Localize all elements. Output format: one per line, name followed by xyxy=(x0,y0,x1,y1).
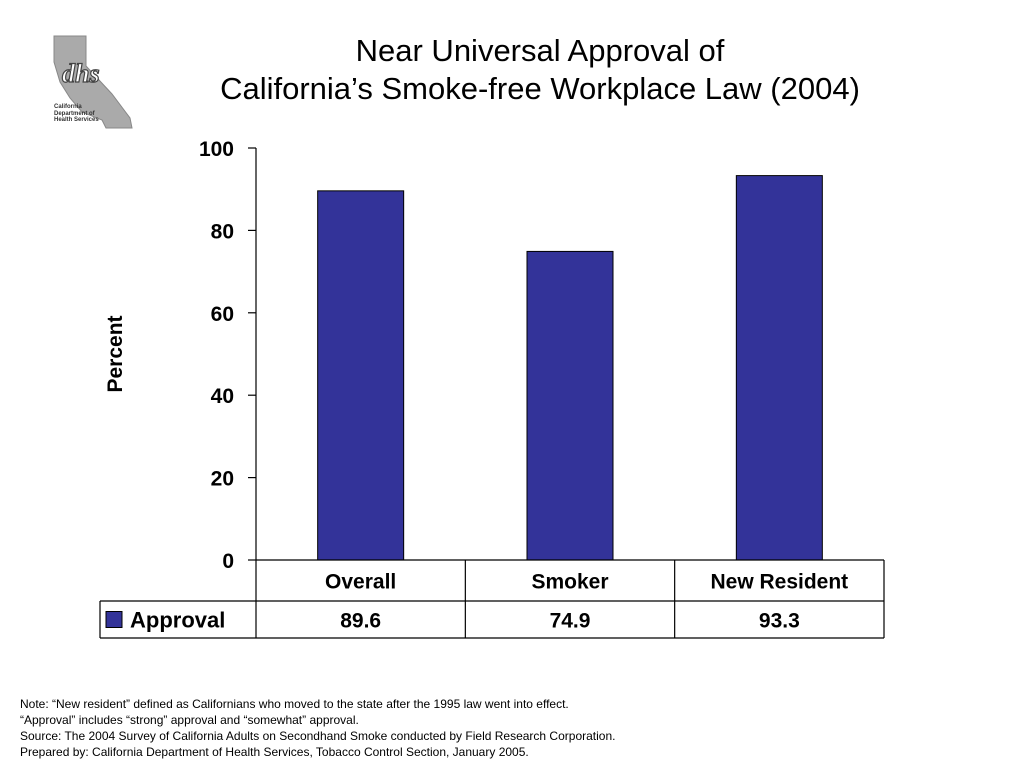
y-tick-label: 40 xyxy=(211,385,234,408)
california-map-icon: dhs xyxy=(53,35,133,129)
footnote-line: Note: “New resident” defined as Californ… xyxy=(20,697,569,711)
logo-caption-line: Health Services xyxy=(54,117,99,123)
data-value-label: 93.3 xyxy=(759,610,800,633)
category-label: Overall xyxy=(325,571,396,594)
logo-caption-line: Department of xyxy=(54,110,95,117)
logo-caption-line: California xyxy=(54,104,82,110)
bar xyxy=(735,175,823,561)
chart-title: Near Universal Approval of California’s … xyxy=(140,32,940,108)
chart-title-line-2: California’s Smoke-free Workplace Law (2… xyxy=(220,71,860,106)
data-value-label: 89.6 xyxy=(340,610,381,633)
footnote-line: “Approval” includes “strong” approval an… xyxy=(20,713,359,727)
category-label: New Resident xyxy=(710,571,848,594)
y-tick-label: 0 xyxy=(222,550,234,573)
bar xyxy=(317,190,405,561)
bar xyxy=(526,250,614,561)
y-tick-label: 60 xyxy=(211,303,234,326)
logo-caption: California Department of Health Services xyxy=(54,104,124,124)
legend-swatch xyxy=(105,611,123,628)
y-tick-label: 20 xyxy=(211,468,234,491)
bar-chart: 0 20 40 60 80 100 Percent Overall Smoker New Resi… xyxy=(99,138,885,639)
chart-title-line-1: Near Universal Approval of xyxy=(355,33,725,68)
footnote-line: Prepared by: California Department of He… xyxy=(20,745,529,759)
y-tick-label: 100 xyxy=(199,138,234,161)
dhs-logo-letters: dhs xyxy=(62,59,100,88)
footnote-line: Source: The 2004 Survey of California Ad… xyxy=(20,729,616,743)
dhs-logo: dhs xyxy=(48,32,140,132)
data-value-label: 74.9 xyxy=(550,610,591,633)
category-label: Smoker xyxy=(531,571,608,594)
legend-label: Approval xyxy=(130,608,225,633)
y-axis-label: Percent xyxy=(104,315,127,392)
footnotes: Note: “New resident” defined as Californ… xyxy=(20,696,1000,760)
y-tick-label: 80 xyxy=(211,220,234,243)
